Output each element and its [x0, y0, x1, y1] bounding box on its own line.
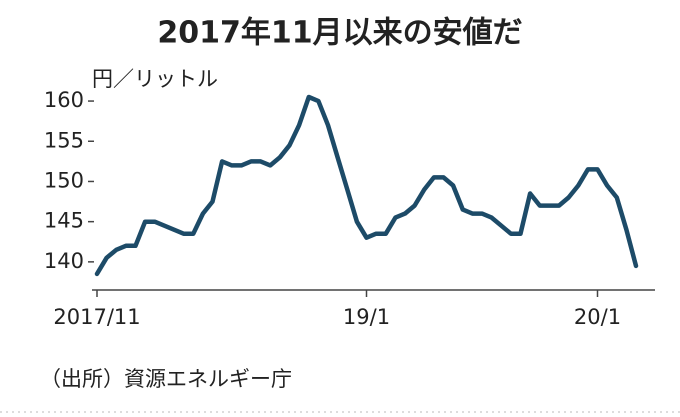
y-tick-label: 145: [44, 209, 84, 233]
x-tick-label: 2017/11: [53, 305, 140, 329]
x-tick-label: 19/1: [343, 305, 390, 329]
source: （出所）資源エネルギー庁: [40, 367, 292, 391]
chart-title: 2017年11月以来の安値だ: [157, 16, 522, 51]
y-tick-label: 140: [44, 249, 84, 273]
line-series: [94, 94, 639, 277]
y-tick-label: 160: [44, 88, 84, 112]
y-axis-label: 円／リットル: [92, 67, 218, 91]
x-tick-label: 20/1: [574, 305, 621, 329]
y-tick-label: 155: [44, 128, 84, 152]
y-tick-label: 150: [44, 168, 84, 192]
